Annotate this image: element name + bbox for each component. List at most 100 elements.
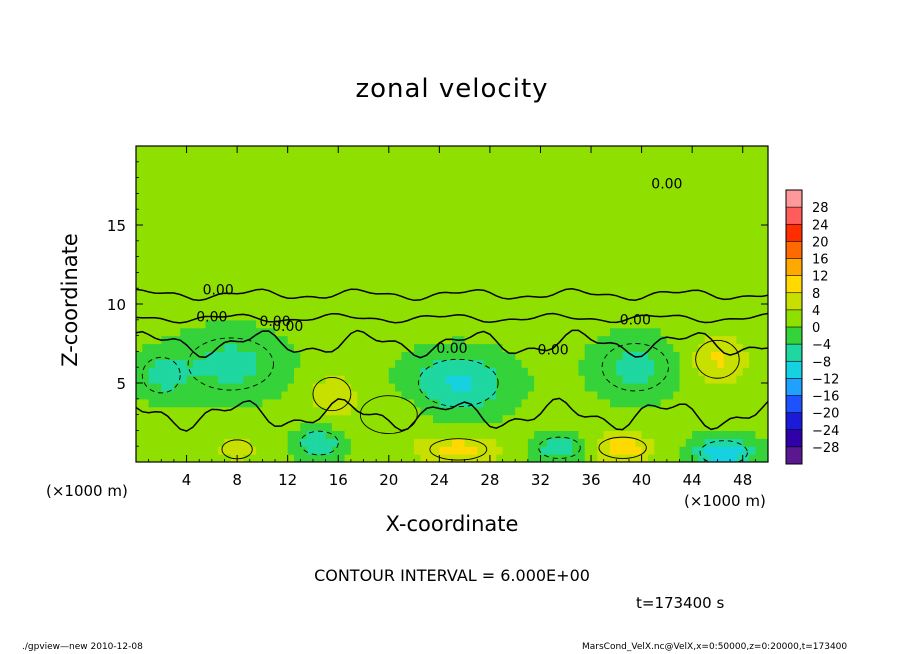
heatmap-cell [388, 351, 396, 360]
heatmap-cell [464, 153, 472, 163]
heatmap-cell [616, 153, 624, 163]
heatmap-cell [388, 406, 396, 416]
heatmap-cell [641, 414, 649, 424]
heatmap-cell [243, 398, 251, 408]
heatmap-cell [553, 201, 561, 210]
heatmap-cell [300, 383, 308, 392]
heatmap-cell [496, 185, 504, 194]
heatmap-cell [173, 406, 181, 416]
heatmap-cell [142, 232, 150, 242]
heatmap-cell [666, 240, 674, 250]
heatmap-cell [673, 225, 681, 234]
heatmap-cell [464, 327, 472, 337]
heatmap-cell [331, 398, 339, 408]
heatmap-cell [477, 304, 485, 313]
heatmap-cell [161, 209, 169, 218]
heatmap-cell [211, 161, 219, 171]
heatmap-cell [635, 422, 643, 431]
heatmap-cell [660, 359, 668, 368]
heatmap-cell [148, 169, 156, 179]
heatmap-cell [426, 383, 434, 392]
heatmap-cell [148, 438, 156, 447]
heatmap-cell [464, 193, 472, 202]
heatmap-cell [136, 406, 143, 416]
heatmap-cell [205, 256, 213, 266]
heatmap-cell [256, 240, 263, 250]
heatmap-cell [641, 193, 649, 202]
heatmap-cell [426, 225, 434, 234]
heatmap-cell [553, 296, 561, 305]
heatmap-cell [477, 177, 485, 187]
heatmap-cell [628, 327, 636, 337]
heatmap-cell [464, 335, 472, 345]
heatmap-cell [433, 296, 440, 305]
heatmap-cell [704, 327, 712, 337]
heatmap-cell [616, 256, 624, 266]
heatmap-cell [521, 311, 529, 321]
heatmap-cell [173, 288, 181, 297]
heatmap-cell [154, 304, 162, 313]
heatmap-cell [420, 422, 428, 431]
heatmap-cell [180, 288, 188, 297]
heatmap-cell [287, 383, 295, 392]
heatmap-cell [591, 422, 598, 431]
heatmap-cell [628, 438, 636, 447]
heatmap-cell [249, 390, 257, 400]
heatmap-cell [192, 240, 200, 250]
heatmap-cell [496, 248, 504, 258]
heatmap-cell [376, 185, 384, 194]
heatmap-cell [610, 383, 617, 392]
heatmap-cell [654, 256, 662, 266]
heatmap-cell [211, 209, 219, 218]
heatmap-cell [268, 375, 276, 384]
heatmap-cell [565, 454, 573, 462]
heatmap-cell [666, 185, 674, 194]
heatmap-cell [256, 232, 263, 242]
heatmap-cell [685, 248, 693, 258]
heatmap-cell [154, 311, 162, 321]
heatmap-cell [136, 153, 143, 163]
heatmap-cell [584, 209, 592, 218]
heatmap-cells [136, 146, 768, 462]
heatmap-cell [477, 414, 485, 424]
heatmap-cell [584, 438, 592, 447]
heatmap-cell [647, 390, 655, 400]
heatmap-cell [477, 367, 485, 376]
heatmap-cell [761, 264, 768, 273]
heatmap-cell [331, 311, 339, 321]
heatmap-cell [622, 414, 630, 424]
heatmap-cell [180, 398, 188, 408]
heatmap-cell [685, 225, 693, 234]
heatmap-cell [395, 304, 403, 313]
contour-line [418, 358, 499, 408]
heatmap-cell [692, 327, 700, 337]
contour-line [699, 440, 748, 462]
heatmap-cell [395, 375, 403, 384]
heatmap-cell [439, 169, 447, 179]
heatmap-cell [622, 311, 630, 321]
heatmap-cell [243, 169, 251, 179]
heatmap-cell [647, 201, 655, 210]
heatmap-cell [508, 319, 516, 329]
heatmap-cell [294, 327, 301, 337]
heatmap-cell [275, 146, 282, 155]
heatmap-cell [641, 288, 649, 297]
heatmap-cell [553, 209, 561, 218]
heatmap-cell [338, 280, 346, 289]
heatmap-cell [395, 454, 403, 462]
heatmap-cell [344, 375, 352, 384]
heatmap-cell [281, 335, 289, 345]
heatmap-cell [388, 169, 396, 179]
heatmap-cell [698, 390, 706, 400]
heatmap-cell [685, 446, 693, 455]
heatmap-cell [243, 272, 251, 281]
heatmap-cell [256, 185, 263, 194]
heatmap-cell [224, 153, 232, 163]
heatmap-cell [458, 351, 466, 360]
heatmap-cell [376, 398, 384, 408]
heatmap-cell [578, 185, 586, 194]
heatmap-cell [363, 390, 371, 400]
heatmap-cell [180, 335, 188, 345]
colorbar-swatch [786, 412, 802, 431]
heatmap-cell [736, 343, 744, 352]
